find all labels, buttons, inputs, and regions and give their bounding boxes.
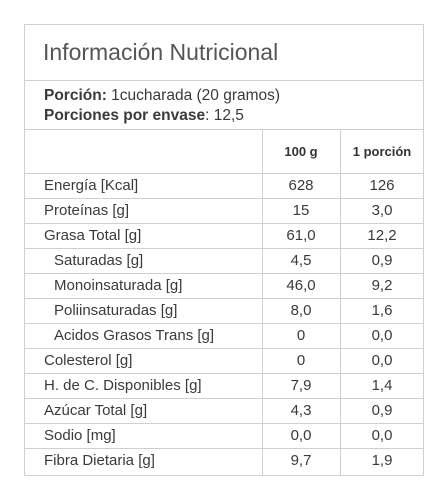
column-header-portion: 1 porción	[352, 144, 412, 159]
value-per-portion: 0,0	[371, 352, 393, 369]
nutrient-label: Colesterol [g]	[44, 352, 133, 369]
nutrient-label: Proteínas [g]	[44, 202, 130, 219]
value-per-portion: 3,0	[371, 202, 393, 219]
table-row: H. de C. Disponibles [g] 7,9 1,4	[25, 373, 423, 398]
value-per-100g: 61,0	[286, 227, 316, 244]
value-per-portion: 1,6	[371, 302, 393, 319]
value-per-100g: 15	[292, 202, 310, 219]
table-row: Energía [Kcal] 628 126	[25, 173, 423, 198]
value-per-portion: 9,2	[371, 277, 393, 294]
table-row: Grasa Total [g] 61,0 12,2	[25, 223, 423, 248]
table-row: Sodio [mg] 0,0 0,0	[25, 423, 423, 448]
value-per-portion: 0,9	[371, 402, 393, 419]
value-per-100g: 7,9	[290, 377, 312, 394]
table-row: Poliinsaturadas [g] 8,0 1,6	[25, 298, 423, 323]
servings-per-container-label: Porciones por envase	[44, 107, 206, 124]
value-per-100g: 0	[296, 352, 306, 369]
serving-divider	[25, 129, 423, 130]
serving-size: Porción: 1cucharada (20 gramos)	[44, 87, 280, 105]
value-per-100g: 628	[288, 177, 314, 194]
value-per-100g: 46,0	[286, 277, 316, 294]
value-per-100g: 8,0	[290, 302, 312, 319]
nutrient-label: Grasa Total [g]	[44, 227, 142, 244]
value-per-100g: 4,5	[290, 252, 312, 269]
nutrient-label: Monoinsaturada [g]	[54, 277, 183, 294]
value-per-100g: 0,0	[290, 427, 312, 444]
value-per-portion: 0,9	[371, 252, 393, 269]
serving-size-value: 1cucharada (20 gramos)	[106, 87, 281, 104]
nutrition-facts-panel: Información Nutricional Porción: 1cuchar…	[24, 24, 424, 476]
table-row: Azúcar Total [g] 4,3 0,9	[25, 398, 423, 423]
nutrient-label: H. de C. Disponibles [g]	[44, 377, 202, 394]
nutrient-label: Energía [Kcal]	[44, 177, 139, 194]
value-per-portion: 0,0	[371, 427, 393, 444]
nutrient-label: Fibra Dietaria [g]	[44, 452, 155, 469]
panel-title: Información Nutricional	[43, 39, 279, 65]
nutrient-label: Azúcar Total [g]	[44, 402, 148, 419]
servings-per-container-value: : 12,5	[205, 107, 244, 124]
column-divider-2	[340, 129, 341, 476]
nutrient-label: Acidos Grasos Trans [g]	[54, 327, 215, 344]
table-row: Colesterol [g] 0 0,0	[25, 348, 423, 373]
serving-size-label: Porción:	[44, 87, 107, 104]
nutrient-label: Saturadas [g]	[54, 252, 144, 269]
value-per-portion: 0,0	[371, 327, 393, 344]
nutrient-label: Poliinsaturadas [g]	[54, 302, 178, 319]
value-per-portion: 1,4	[371, 377, 393, 394]
table-row: Monoinsaturada [g] 46,0 9,2	[25, 273, 423, 298]
value-per-100g: 4,3	[290, 402, 312, 419]
servings-per-container: Porciones por envase: 12,5	[44, 107, 244, 125]
value-per-portion: 1,9	[371, 452, 393, 469]
table-row: Fibra Dietaria [g] 9,7 1,9	[25, 448, 423, 473]
value-per-portion: 126	[369, 177, 395, 194]
nutrient-label: Sodio [mg]	[44, 427, 116, 444]
column-header-100g: 100 g	[284, 144, 318, 159]
value-per-100g: 0	[296, 327, 306, 344]
table-row: Acidos Grasos Trans [g] 0 0,0	[25, 323, 423, 348]
value-per-100g: 9,7	[290, 452, 312, 469]
value-per-portion: 12,2	[367, 227, 397, 244]
column-divider-1	[262, 129, 263, 476]
table-row: Proteínas [g] 15 3,0	[25, 198, 423, 223]
title-divider	[25, 80, 423, 81]
table-row: Saturadas [g] 4,5 0,9	[25, 248, 423, 273]
